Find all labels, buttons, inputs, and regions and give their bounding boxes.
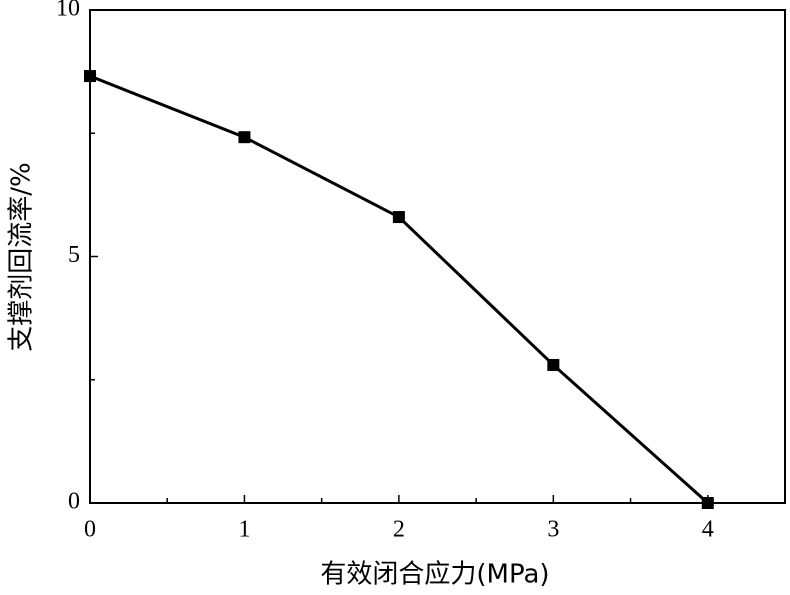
y-tick-label: 5 [68, 242, 80, 268]
y-tick-label: 0 [68, 489, 80, 515]
marker [547, 358, 560, 371]
x-tick-label: 0 [84, 517, 96, 543]
y-tick-label: 10 [56, 0, 80, 22]
marker [701, 497, 714, 509]
marker [392, 211, 405, 224]
x-tick-label: 4 [702, 517, 714, 543]
plot-frame [89, 9, 786, 504]
series-line [89, 74, 709, 505]
marker [84, 70, 96, 83]
x-tick-label: 3 [547, 517, 559, 543]
x-tick-label: 1 [238, 517, 250, 543]
x-tick-label: 2 [393, 517, 405, 543]
x-axis-label: 有效闭合应力(MPa) [320, 560, 549, 590]
marker [238, 131, 251, 144]
y-axis-label: 支撑剂回流率/% [7, 162, 37, 351]
